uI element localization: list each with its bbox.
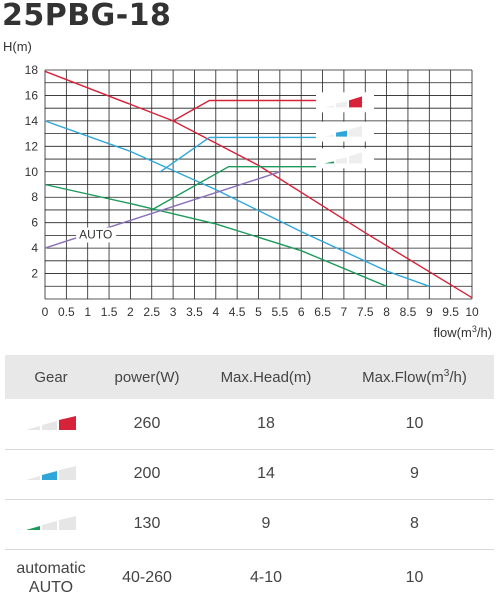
x-tick-label: 6 [298, 305, 305, 319]
series-line-5 [159, 136, 366, 173]
y-tick-label: 10 [25, 165, 39, 179]
auto-annotation-bg [76, 227, 117, 243]
pump-curve-chart: 0 0.5 1 1.5 2 2.5 3 3.5 4 4.5 5 5.5 6 6.5 7 7.5 8 8.5 9 9.5… [3, 39, 492, 340]
series-line-6 [151, 165, 374, 211]
gear-cell [5, 499, 97, 550]
x-tick-label: 8 [383, 305, 390, 319]
table-row: automatic AUTO 40-260 4-10 10 [5, 549, 494, 607]
header-max-flow-sup: 3 [443, 368, 450, 379]
gear-badge-bar [349, 125, 363, 137]
table-row: 260 18 10 [5, 399, 494, 450]
x-tick-label: 10 [465, 305, 479, 319]
table-header-row: Gear power(W) Max.Head(m) Max.Flow(m3/h) [5, 355, 494, 399]
x-tick-label: 8.5 [400, 305, 417, 319]
x-tick-label: 9.5 [442, 305, 459, 319]
power-cell: 260 [97, 399, 197, 450]
gear-auto-line1: automatic [16, 560, 86, 578]
header-gear: Gear [34, 368, 68, 386]
x-tick-label: 1.5 [101, 305, 118, 319]
x-tick-label: 6.5 [314, 305, 331, 319]
x-tick-label: 7.5 [357, 305, 374, 319]
gear-badge-bar [349, 152, 363, 164]
chart-title: 25PBG-18 [2, 0, 172, 33]
flow-cell: 10 [405, 569, 424, 587]
gear-badge-bar [336, 130, 348, 137]
series-line-2 [44, 183, 387, 287]
series-line-1 [44, 120, 430, 287]
x-tick-label: 3 [170, 305, 177, 319]
gear-auto-line2: AUTO [28, 579, 74, 597]
y-tick-label: 6 [31, 216, 38, 230]
auto-annotation: AUTO [79, 228, 112, 242]
header-max-flow-tail: /h) [449, 369, 467, 386]
y-tick-label: 16 [25, 88, 39, 102]
header-max-flow: Max.Flow(m3/h) [335, 355, 494, 399]
x-tick-label: 9 [426, 305, 433, 319]
x-axis-title: flow(m3/h) [434, 324, 492, 340]
x-tick-label: 3.5 [186, 305, 203, 319]
gear-badge-0 [316, 148, 375, 169]
x-tick-label: 4 [212, 305, 219, 319]
head-cell: 14 [197, 449, 335, 500]
x-tick-label: 5.5 [272, 305, 289, 319]
gear-badge-bar [336, 157, 348, 164]
header-max-head: Max.Head(m) [220, 368, 312, 386]
gear-badge-bar [324, 105, 335, 108]
head-cell: 4-10 [249, 569, 283, 587]
x-axis-title-main: flow(m [434, 325, 472, 340]
power-cell: 40-260 [122, 569, 172, 587]
x-tick-label: 0.5 [58, 305, 75, 319]
gear-badge-1 [316, 121, 375, 142]
chart-series [44, 70, 473, 299]
gear-high-icon [26, 415, 76, 430]
gear-medium-icon [26, 466, 76, 480]
y-tick-label: 18 [25, 63, 39, 77]
flow-cell: 8 [335, 499, 494, 550]
y-tick-label: 8 [31, 190, 38, 204]
chart-grid [44, 69, 473, 300]
table-row: 200 14 9 [5, 449, 494, 500]
gear-badge-bar [324, 161, 335, 164]
flow-cell: 10 [335, 399, 494, 450]
gear-cell [5, 449, 97, 500]
series-line-0 [44, 70, 473, 299]
gear-badge-2 [316, 92, 375, 113]
x-tick-label: 2 [127, 305, 134, 319]
x-axis-title-tail: /h) [477, 325, 492, 340]
chart-labels: 0 0.5 1 1.5 2 2.5 3 3.5 4 4.5 5 5.5 6 6.5 7 7.5 8 8.5 9 9.5… [3, 39, 492, 340]
y-axis-title: H(m) [3, 39, 32, 54]
x-tick-label: 0 [42, 305, 49, 319]
x-tick-label: 2.5 [143, 305, 160, 319]
series-line-4 [172, 99, 366, 122]
header-max-flow-label: Max.Flow(m [362, 369, 444, 386]
x-axis-title-sup: 3 [472, 324, 477, 334]
gear-cell [5, 399, 97, 450]
power-cell: 200 [97, 449, 197, 500]
x-tick-label: 7 [341, 305, 348, 319]
gear-badges [316, 92, 375, 169]
x-tick-label: 1 [84, 305, 91, 319]
x-tick-label: 4.5 [229, 305, 246, 319]
gear-badge-bar [324, 134, 335, 137]
y-tick-label: 4 [31, 241, 38, 255]
gear-cell: automatic AUTO [5, 549, 97, 607]
gear-badge-bar [349, 96, 363, 108]
flow-cell: 9 [335, 449, 494, 500]
gear-low-icon [26, 516, 76, 530]
head-cell: 18 [197, 399, 335, 450]
y-tick-label: 2 [31, 267, 38, 281]
x-tick-label: 5 [255, 305, 262, 319]
table-row: 130 9 8 [5, 499, 494, 550]
power-cell: 130 [97, 499, 197, 550]
y-tick-label: 14 [25, 114, 39, 128]
head-cell: 9 [197, 499, 335, 550]
y-tick-label: 12 [25, 139, 39, 153]
specs-table: Gear power(W) Max.Head(m) Max.Flow(m3/h)… [5, 355, 494, 607]
gear-badge-bar [336, 101, 348, 108]
header-power: power(W) [114, 368, 180, 386]
